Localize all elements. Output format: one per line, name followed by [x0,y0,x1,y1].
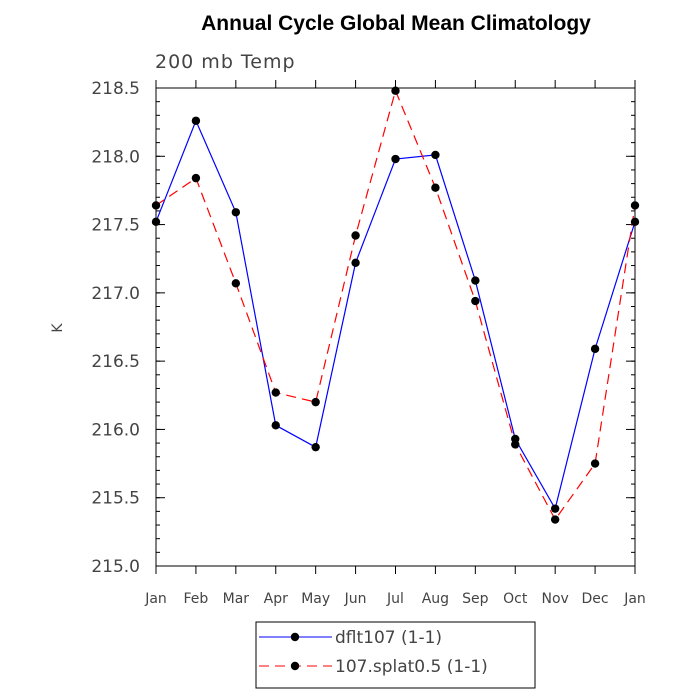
series-0-point [231,208,241,217]
series-1-point [351,231,360,240]
axis-ticks: 215.0 215.5 216.0 216.5 217.0 217.5 218.0 218.5… [91,79,645,607]
series-1-point [471,296,480,306]
series-1-point [311,397,320,407]
series-1-point [431,183,440,192]
series-0-point [271,421,280,430]
x-tick-label: Jun [344,591,367,607]
chart-title: Annual Cycle Global Mean Climatology [201,12,591,35]
x-tick-label: Dec [582,591,609,607]
series-1-point [151,201,161,210]
x-tick-label: Nov [542,591,569,607]
y-tick-label: 215.0 [91,557,140,577]
series-layer [151,86,640,524]
series-0-point [431,150,440,160]
series-line-0 [155,119,636,511]
series-0-point [391,154,400,164]
x-tick-label: Oct [503,591,528,607]
series-0-point [471,276,480,285]
legend-marker-splat [290,661,300,671]
series-0-point [550,504,560,513]
series-1-point [391,86,400,95]
series-1-point [191,173,201,183]
series-1-point [271,388,280,397]
series-0-point [351,258,360,268]
y-tick-label: 216.0 [91,420,140,440]
x-tick-label: Feb [184,591,209,607]
x-tick-label: Aug [422,591,449,607]
x-tick-label: Jan [144,591,167,607]
series-0-point [311,442,320,452]
chart-subtitle: 200 mb Temp [155,51,296,73]
x-tick-label: Sep [462,591,489,607]
x-tick-label: Jan [623,591,646,607]
legend-label-dflt107: dflt107 (1-1) [335,628,442,648]
series-0-point [151,217,161,227]
y-tick-label: 218.5 [91,79,140,99]
legend-marker-dflt107 [290,632,300,642]
y-axis-label: K [50,323,66,333]
x-tick-label: May [301,591,330,607]
series-1-point [231,279,241,288]
series-1-point [630,201,640,210]
series-0-point [630,217,640,227]
series-1-point [550,515,560,524]
series-1-point [511,440,520,449]
series-1-point [590,459,600,468]
y-tick-label: 216.5 [91,352,140,372]
series-0-point [191,116,201,125]
x-tick-label: Mar [223,591,250,607]
y-tick-label: 217.5 [91,216,140,236]
y-tick-label: 218.0 [91,147,140,167]
y-tick-label: 215.5 [91,489,140,509]
y-tick-label: 217.0 [91,284,140,304]
series-0-point [590,344,600,354]
legend-box [255,621,536,689]
x-tick-label: Jul [386,591,404,607]
legend-label-splat: 107.splat0.5 (1-1) [335,657,488,677]
legend: dflt107 (1-1) 107.splat0.5 (1-1) [255,621,536,689]
x-tick-label: Apr [264,591,288,607]
